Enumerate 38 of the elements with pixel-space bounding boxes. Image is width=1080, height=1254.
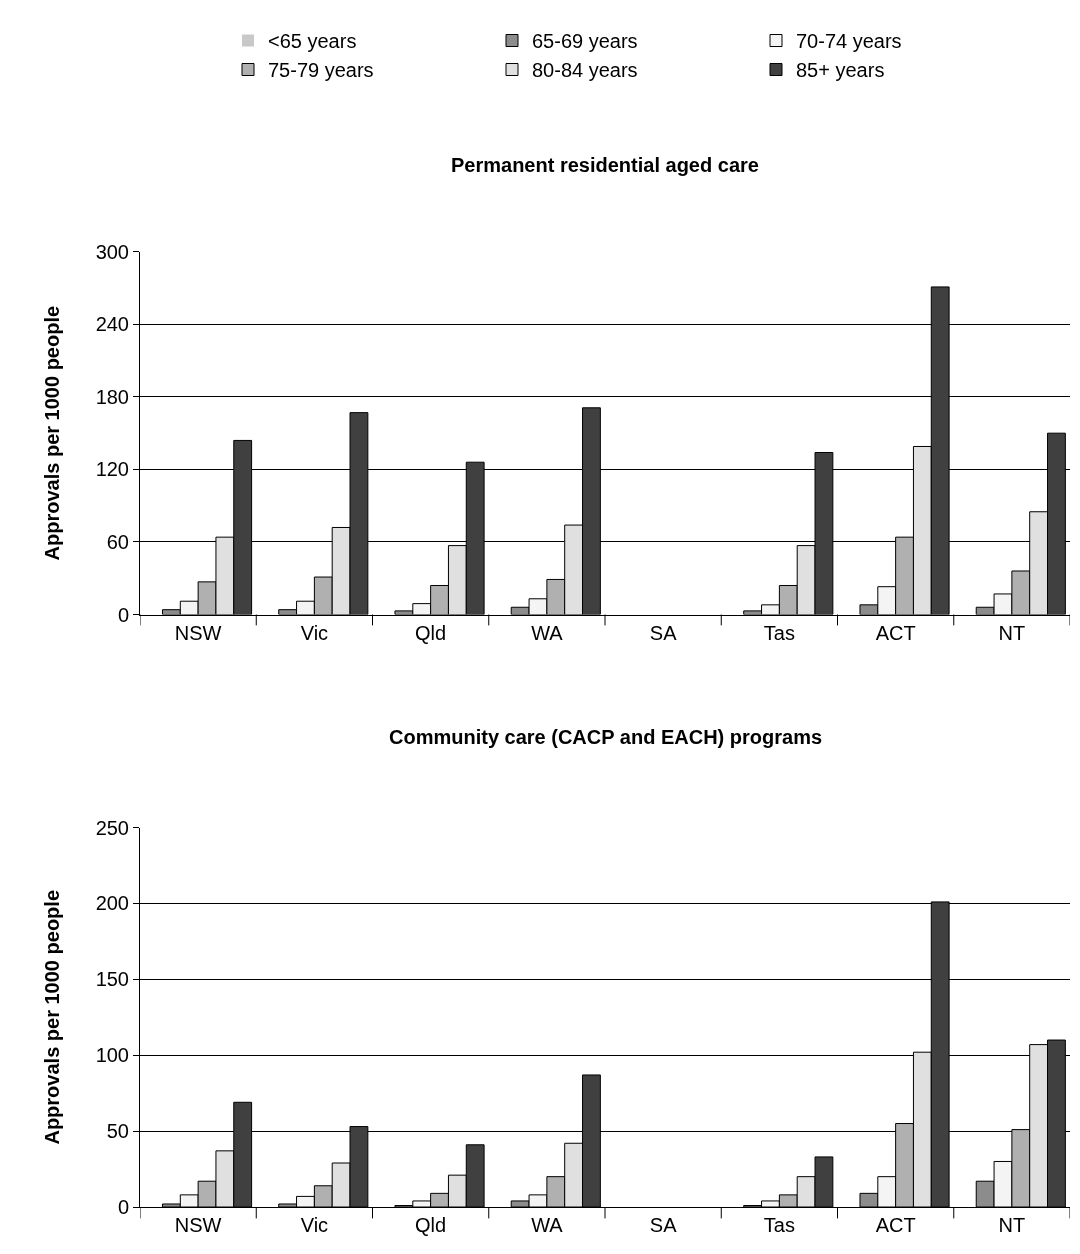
x-tick-label: Qld bbox=[415, 621, 447, 644]
y-tick-label: 0 bbox=[117, 603, 129, 626]
x-tick-label: ACT bbox=[875, 1214, 916, 1237]
y-tick-label: 50 bbox=[106, 1120, 129, 1143]
x-tick-label: Vic bbox=[300, 621, 329, 644]
x-tick-label: WA bbox=[531, 1214, 564, 1237]
legend-label: 80-84 years bbox=[532, 59, 638, 82]
legend-label: <65 years bbox=[268, 30, 357, 53]
y-tick-label: 100 bbox=[95, 1044, 129, 1067]
x-tick-label: SA bbox=[649, 1214, 678, 1237]
x-tick-label: NSW bbox=[174, 621, 222, 644]
y-tick-label: 120 bbox=[95, 458, 129, 481]
legend-label: 65-69 years bbox=[532, 30, 638, 53]
x-tick-label: ACT bbox=[875, 621, 916, 644]
y-tick-label: 250 bbox=[95, 816, 129, 839]
legend-label: 75-79 years bbox=[268, 59, 374, 82]
y-tick-label: 180 bbox=[95, 385, 129, 408]
x-tick-label: NT bbox=[998, 1214, 1026, 1237]
x-tick-label: WA bbox=[531, 621, 564, 644]
chart-title: Permanent residential aged care bbox=[451, 154, 759, 176]
legend-label: 70-74 years bbox=[796, 30, 902, 53]
x-tick-label: Vic bbox=[300, 1214, 329, 1237]
y-tick-label: 60 bbox=[106, 530, 129, 553]
y-tick-label: 300 bbox=[95, 240, 129, 263]
x-tick-label: Qld bbox=[415, 1214, 447, 1237]
y-tick-label: 150 bbox=[95, 968, 129, 991]
x-tick-label: NSW bbox=[174, 1214, 222, 1237]
x-tick-label: Tas bbox=[763, 1214, 795, 1237]
y-axis-title: Approvals per 1000 people bbox=[41, 305, 64, 561]
y-axis-title: Approvals per 1000 people bbox=[41, 890, 64, 1145]
y-tick-label: 200 bbox=[95, 892, 129, 915]
x-tick-label: NT bbox=[998, 621, 1026, 644]
chart-title: Community care (CACP and EACH) programs bbox=[389, 726, 823, 748]
legend-label: 85+ years bbox=[796, 59, 885, 82]
y-tick-label: 240 bbox=[95, 313, 129, 336]
x-tick-label: Tas bbox=[763, 621, 795, 644]
x-tick-label: SA bbox=[649, 621, 678, 644]
y-tick-label: 0 bbox=[117, 1196, 129, 1219]
